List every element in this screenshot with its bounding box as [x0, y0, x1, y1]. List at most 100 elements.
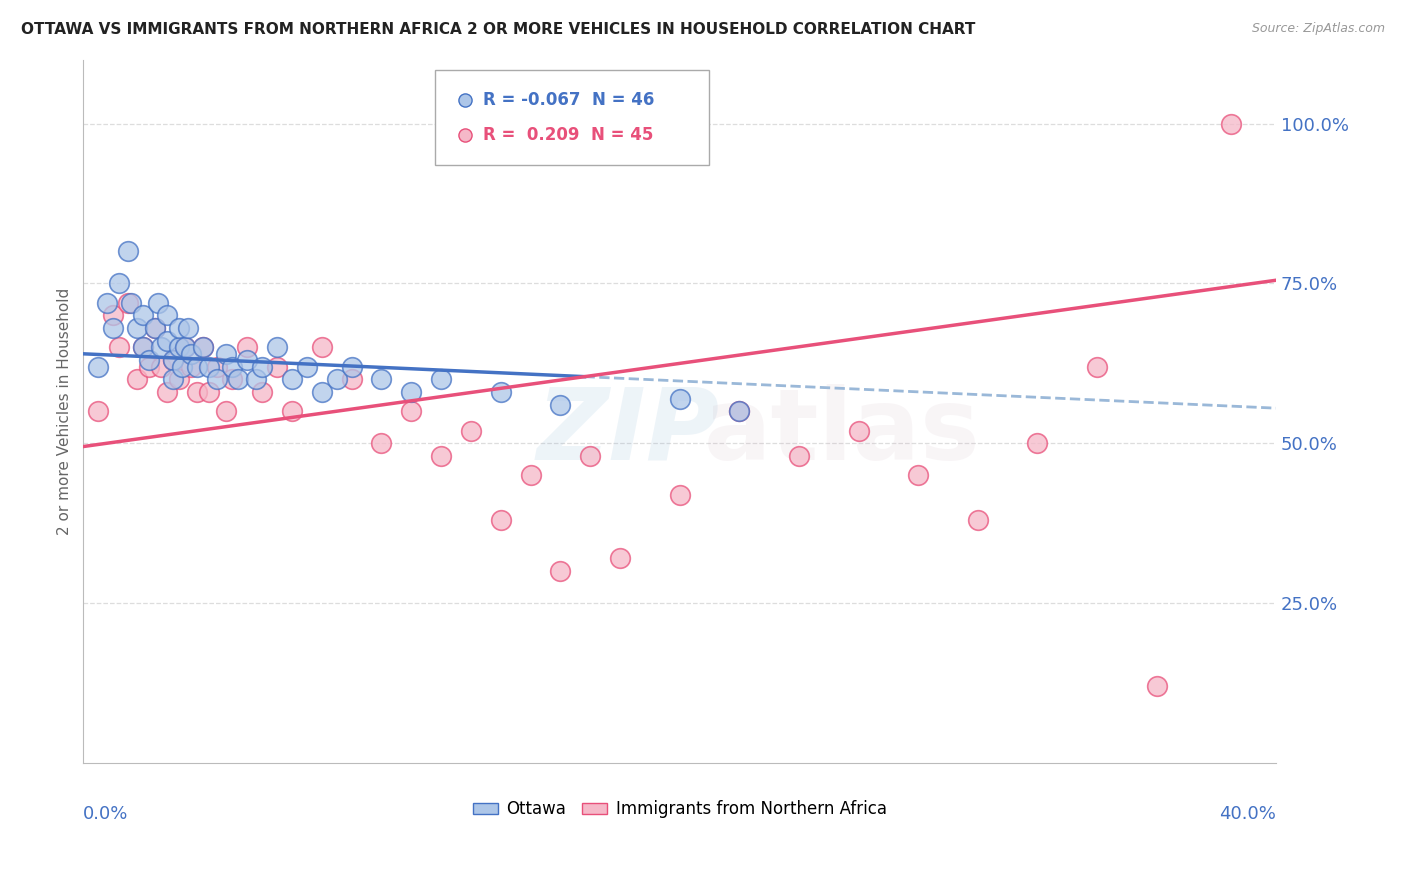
- Point: [149, 359, 172, 374]
- Point: [167, 372, 190, 386]
- Point: [228, 372, 250, 386]
- Point: [430, 372, 453, 386]
- Point: [101, 321, 124, 335]
- Point: [197, 385, 219, 400]
- Point: [550, 398, 572, 412]
- Point: [489, 513, 512, 527]
- Y-axis label: 2 or more Vehicles in Household: 2 or more Vehicles in Household: [58, 288, 72, 535]
- Point: [186, 385, 208, 400]
- Point: [668, 392, 690, 406]
- Point: [125, 321, 148, 335]
- Point: [370, 372, 392, 386]
- Point: [848, 424, 870, 438]
- Point: [609, 551, 631, 566]
- Point: [281, 404, 304, 418]
- Point: [311, 340, 333, 354]
- Point: [162, 372, 184, 386]
- Point: [191, 340, 214, 354]
- Point: [176, 321, 198, 335]
- Point: [221, 359, 243, 374]
- Point: [430, 449, 453, 463]
- Point: [132, 340, 155, 354]
- Point: [162, 353, 184, 368]
- Text: atlas: atlas: [703, 384, 980, 481]
- Point: [197, 359, 219, 374]
- Point: [281, 372, 304, 386]
- Point: [167, 340, 190, 354]
- Point: [966, 513, 988, 527]
- Point: [207, 359, 229, 374]
- Point: [117, 295, 139, 310]
- Point: [143, 321, 166, 335]
- Point: [295, 359, 318, 374]
- Point: [162, 353, 184, 368]
- Point: [180, 359, 202, 374]
- Point: [108, 277, 131, 291]
- Point: [156, 334, 179, 348]
- Text: R = -0.067  N = 46: R = -0.067 N = 46: [482, 91, 654, 109]
- Point: [120, 295, 142, 310]
- Point: [907, 468, 929, 483]
- Point: [579, 449, 602, 463]
- Point: [87, 359, 110, 374]
- Text: 40.0%: 40.0%: [1219, 805, 1277, 823]
- Point: [460, 424, 482, 438]
- Point: [1220, 117, 1243, 131]
- Point: [340, 359, 363, 374]
- Text: R =  0.209  N = 45: R = 0.209 N = 45: [482, 126, 654, 144]
- Point: [668, 487, 690, 501]
- Text: Source: ZipAtlas.com: Source: ZipAtlas.com: [1251, 22, 1385, 36]
- Point: [245, 372, 267, 386]
- Point: [340, 372, 363, 386]
- Point: [250, 385, 273, 400]
- Point: [207, 372, 229, 386]
- Point: [186, 359, 208, 374]
- Point: [170, 359, 193, 374]
- Point: [125, 372, 148, 386]
- Point: [149, 340, 172, 354]
- Point: [1026, 153, 1049, 167]
- Legend: Ottawa, Immigrants from Northern Africa: Ottawa, Immigrants from Northern Africa: [465, 794, 893, 825]
- Point: [401, 404, 423, 418]
- Point: [146, 295, 169, 310]
- Point: [132, 340, 155, 354]
- Point: [489, 385, 512, 400]
- Point: [215, 347, 238, 361]
- Text: 0.0%: 0.0%: [83, 805, 129, 823]
- Point: [215, 404, 238, 418]
- Point: [728, 404, 751, 418]
- Point: [87, 404, 110, 418]
- Point: [101, 309, 124, 323]
- Point: [132, 309, 155, 323]
- Point: [728, 404, 751, 418]
- Point: [1146, 679, 1168, 693]
- Point: [1026, 185, 1049, 199]
- Text: ZIP: ZIP: [537, 384, 720, 481]
- Point: [117, 244, 139, 259]
- Point: [311, 385, 333, 400]
- Point: [266, 340, 288, 354]
- Point: [96, 295, 118, 310]
- Point: [550, 564, 572, 578]
- Point: [156, 309, 179, 323]
- Point: [191, 340, 214, 354]
- Point: [1026, 436, 1049, 450]
- Point: [138, 359, 160, 374]
- Point: [250, 359, 273, 374]
- Point: [236, 353, 259, 368]
- Point: [173, 340, 195, 354]
- Point: [108, 340, 131, 354]
- Point: [1085, 359, 1108, 374]
- Point: [173, 340, 195, 354]
- Point: [370, 436, 392, 450]
- Point: [167, 321, 190, 335]
- Point: [180, 347, 202, 361]
- Point: [143, 321, 166, 335]
- Text: OTTAWA VS IMMIGRANTS FROM NORTHERN AFRICA 2 OR MORE VEHICLES IN HOUSEHOLD CORREL: OTTAWA VS IMMIGRANTS FROM NORTHERN AFRIC…: [21, 22, 976, 37]
- Point: [221, 372, 243, 386]
- Point: [787, 449, 810, 463]
- Point: [138, 353, 160, 368]
- Point: [325, 372, 347, 386]
- Point: [401, 385, 423, 400]
- Point: [519, 468, 541, 483]
